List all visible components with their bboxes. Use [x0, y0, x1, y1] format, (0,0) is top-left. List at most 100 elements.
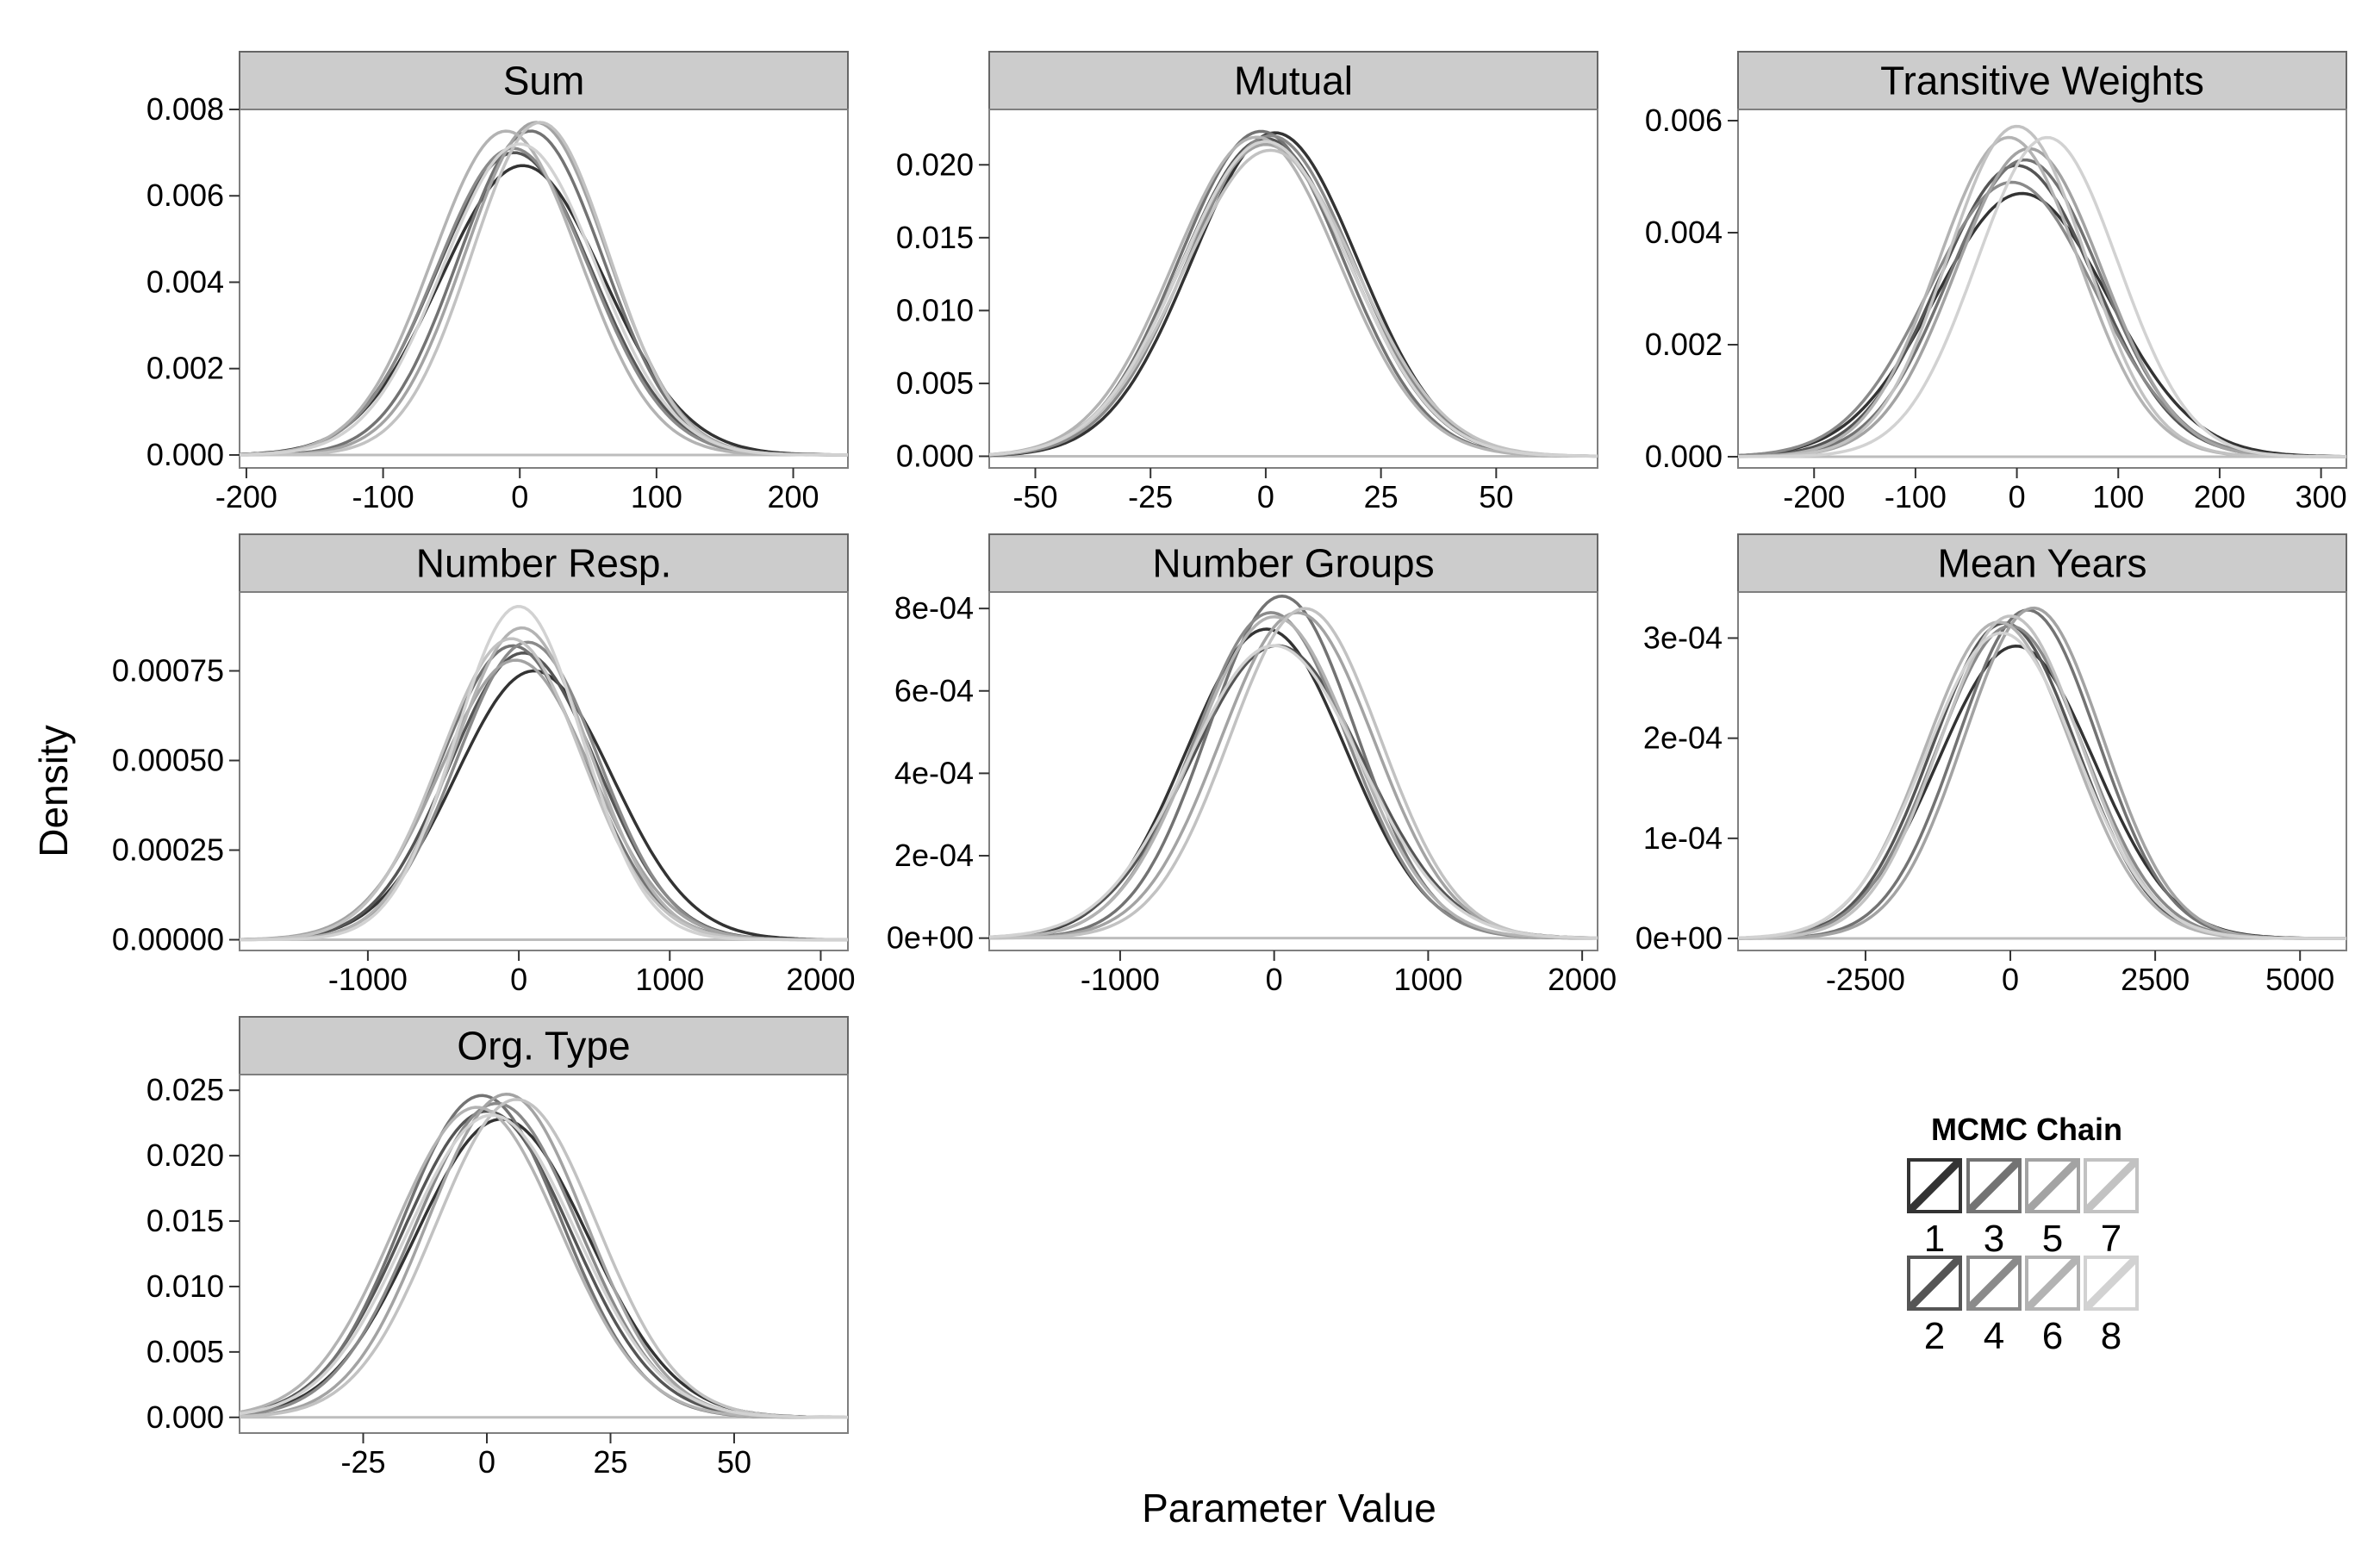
legend-key-line — [1967, 1256, 2021, 1310]
x-tick-label: 50 — [1479, 479, 1513, 514]
density-curves — [1738, 606, 2346, 940]
facet-strip — [239, 51, 849, 110]
legend-label: 7 — [2101, 1218, 2121, 1260]
legend-key-line — [1967, 1159, 2021, 1212]
facet-strip — [1737, 51, 2347, 110]
y-tick-label: 8e-04 — [894, 590, 974, 626]
legend-label: 5 — [2042, 1218, 2063, 1260]
x-tick-label: 100 — [2092, 479, 2144, 514]
facet-mean-years: Mean Years -2500 0 2500 5000 0e+00 1e-04 2e-04 3… — [1635, 533, 2347, 997]
legend-key-chain-1: 1 — [1907, 1158, 1962, 1260]
x-tick-label: -100 — [352, 479, 414, 514]
density-curves — [240, 121, 848, 457]
y-tick-label: 0.002 — [146, 351, 224, 386]
density-curve-chain-8 — [240, 142, 848, 457]
x-tick-label: -200 — [1783, 479, 1845, 514]
legend-key-line — [1908, 1159, 1961, 1212]
x-tick-label: 0 — [2002, 962, 2019, 997]
y-tick-label: 0.000 — [146, 437, 224, 472]
x-tick-label: 0 — [1257, 479, 1274, 514]
panel-background — [239, 109, 849, 469]
x-tick-label: 2000 — [1548, 962, 1617, 997]
y-tick-label: 0.002 — [1645, 327, 1723, 362]
y-tick-label: 2e-04 — [894, 838, 974, 873]
density-curve-chain-6 — [240, 1106, 848, 1419]
legend-label: 1 — [1924, 1218, 1945, 1260]
y-tick-label: 0.005 — [896, 365, 974, 401]
legend-key-chain-6: 6 — [2025, 1256, 2080, 1357]
facet-strip-label: Sum — [503, 59, 585, 103]
x-tick-label: -1000 — [328, 962, 408, 997]
x-tick-label: 0 — [1266, 962, 1283, 997]
y-tick-label: 0.006 — [1645, 103, 1723, 138]
x-tick-label: 5000 — [2265, 962, 2334, 997]
density-curves — [989, 129, 1598, 458]
y-tick-label: 0.00075 — [112, 653, 224, 689]
y-tick-label: 0.008 — [146, 91, 224, 127]
facet-strip-label: Mean Years — [1938, 541, 2147, 586]
y-tick-label: 0.000 — [896, 438, 974, 473]
x-tick-label: 2500 — [2121, 962, 2190, 997]
facet-strip — [988, 533, 1598, 593]
x-tick-label: -50 — [1012, 479, 1057, 514]
x-tick-label: -25 — [1128, 479, 1173, 514]
legend-key-chain-5: 5 — [2025, 1158, 2080, 1260]
density-curve-chain-6 — [989, 135, 1598, 458]
x-tick-label: -25 — [340, 1444, 385, 1480]
y-tick-label: 0.004 — [1645, 215, 1723, 250]
density-curve-chain-5 — [1738, 606, 2346, 940]
y-tick-label: 0.006 — [146, 178, 224, 213]
legend-key-chain-7: 7 — [2084, 1158, 2139, 1260]
density-curve-chain-8 — [989, 140, 1598, 458]
facet-strip — [239, 1016, 849, 1075]
legend-key-chain-2: 2 — [1907, 1256, 1962, 1357]
x-tick-label: -2500 — [1826, 962, 1905, 997]
legend-label: 8 — [2101, 1315, 2121, 1357]
legend-key-chain-4: 4 — [1966, 1256, 2022, 1357]
legend-label: 3 — [1984, 1218, 2004, 1260]
x-tick-label: 50 — [717, 1444, 751, 1480]
density-curves — [240, 1093, 848, 1419]
y-axis-title: Density — [31, 725, 76, 857]
density-curves — [989, 595, 1598, 940]
density-curves — [240, 605, 848, 942]
x-tick-label: -1000 — [1081, 962, 1160, 997]
y-tick-label: 0.005 — [146, 1334, 224, 1369]
panel-background — [988, 109, 1598, 469]
x-axis-title: Parameter Value — [1142, 1486, 1436, 1530]
density-curve-chain-8 — [240, 1113, 848, 1419]
x-tick-label: 0 — [2009, 479, 2026, 514]
y-tick-label: 2e-04 — [1643, 720, 1723, 756]
density-curve-chain-8 — [989, 644, 1598, 940]
legend-key-line — [1908, 1256, 1961, 1310]
density-curve-chain-7 — [989, 607, 1598, 940]
x-tick-label: -100 — [1885, 479, 1947, 514]
y-tick-label: 0.015 — [146, 1203, 224, 1238]
facet-strip-label: Transitive Weights — [1880, 59, 2204, 103]
x-tick-label: 1000 — [635, 962, 704, 997]
legend: MCMC Chain 1 2 3 4 5 6 7 8 — [1907, 1112, 2139, 1357]
panel-background — [239, 1074, 849, 1434]
y-tick-label: 0.020 — [896, 146, 974, 182]
x-tick-label: 25 — [593, 1444, 627, 1480]
y-tick-label: 0.000 — [146, 1399, 224, 1435]
facet-strip-label: Org. Type — [457, 1024, 630, 1069]
y-tick-label: 6e-04 — [894, 673, 974, 708]
legend-label: 4 — [1984, 1315, 2004, 1357]
x-tick-label: 200 — [768, 479, 819, 514]
y-tick-label: 4e-04 — [894, 755, 974, 790]
legend-label: 2 — [1924, 1315, 1945, 1357]
y-tick-label: 0.010 — [146, 1268, 224, 1304]
density-curve-chain-8 — [1738, 135, 2346, 458]
facet-strip-label: Mutual — [1234, 59, 1353, 103]
y-tick-label: 0e+00 — [887, 920, 974, 956]
facet-number-resp: Number Resp. -1000 0 1000 2000 0.00000 0.00025… — [112, 533, 856, 997]
legend-key-line — [2026, 1256, 2079, 1310]
density-curve-chain-8 — [240, 605, 848, 942]
x-tick-label: 0 — [511, 479, 528, 514]
y-tick-label: 0.025 — [146, 1072, 224, 1107]
y-tick-label: 0.00000 — [112, 922, 224, 957]
legend-key-line — [2084, 1159, 2138, 1212]
facet-transitive-weights: Transitive Weights -200 -100 0 100 200 300 0.00… — [1645, 51, 2347, 514]
y-tick-label: 1e-04 — [1643, 820, 1723, 856]
